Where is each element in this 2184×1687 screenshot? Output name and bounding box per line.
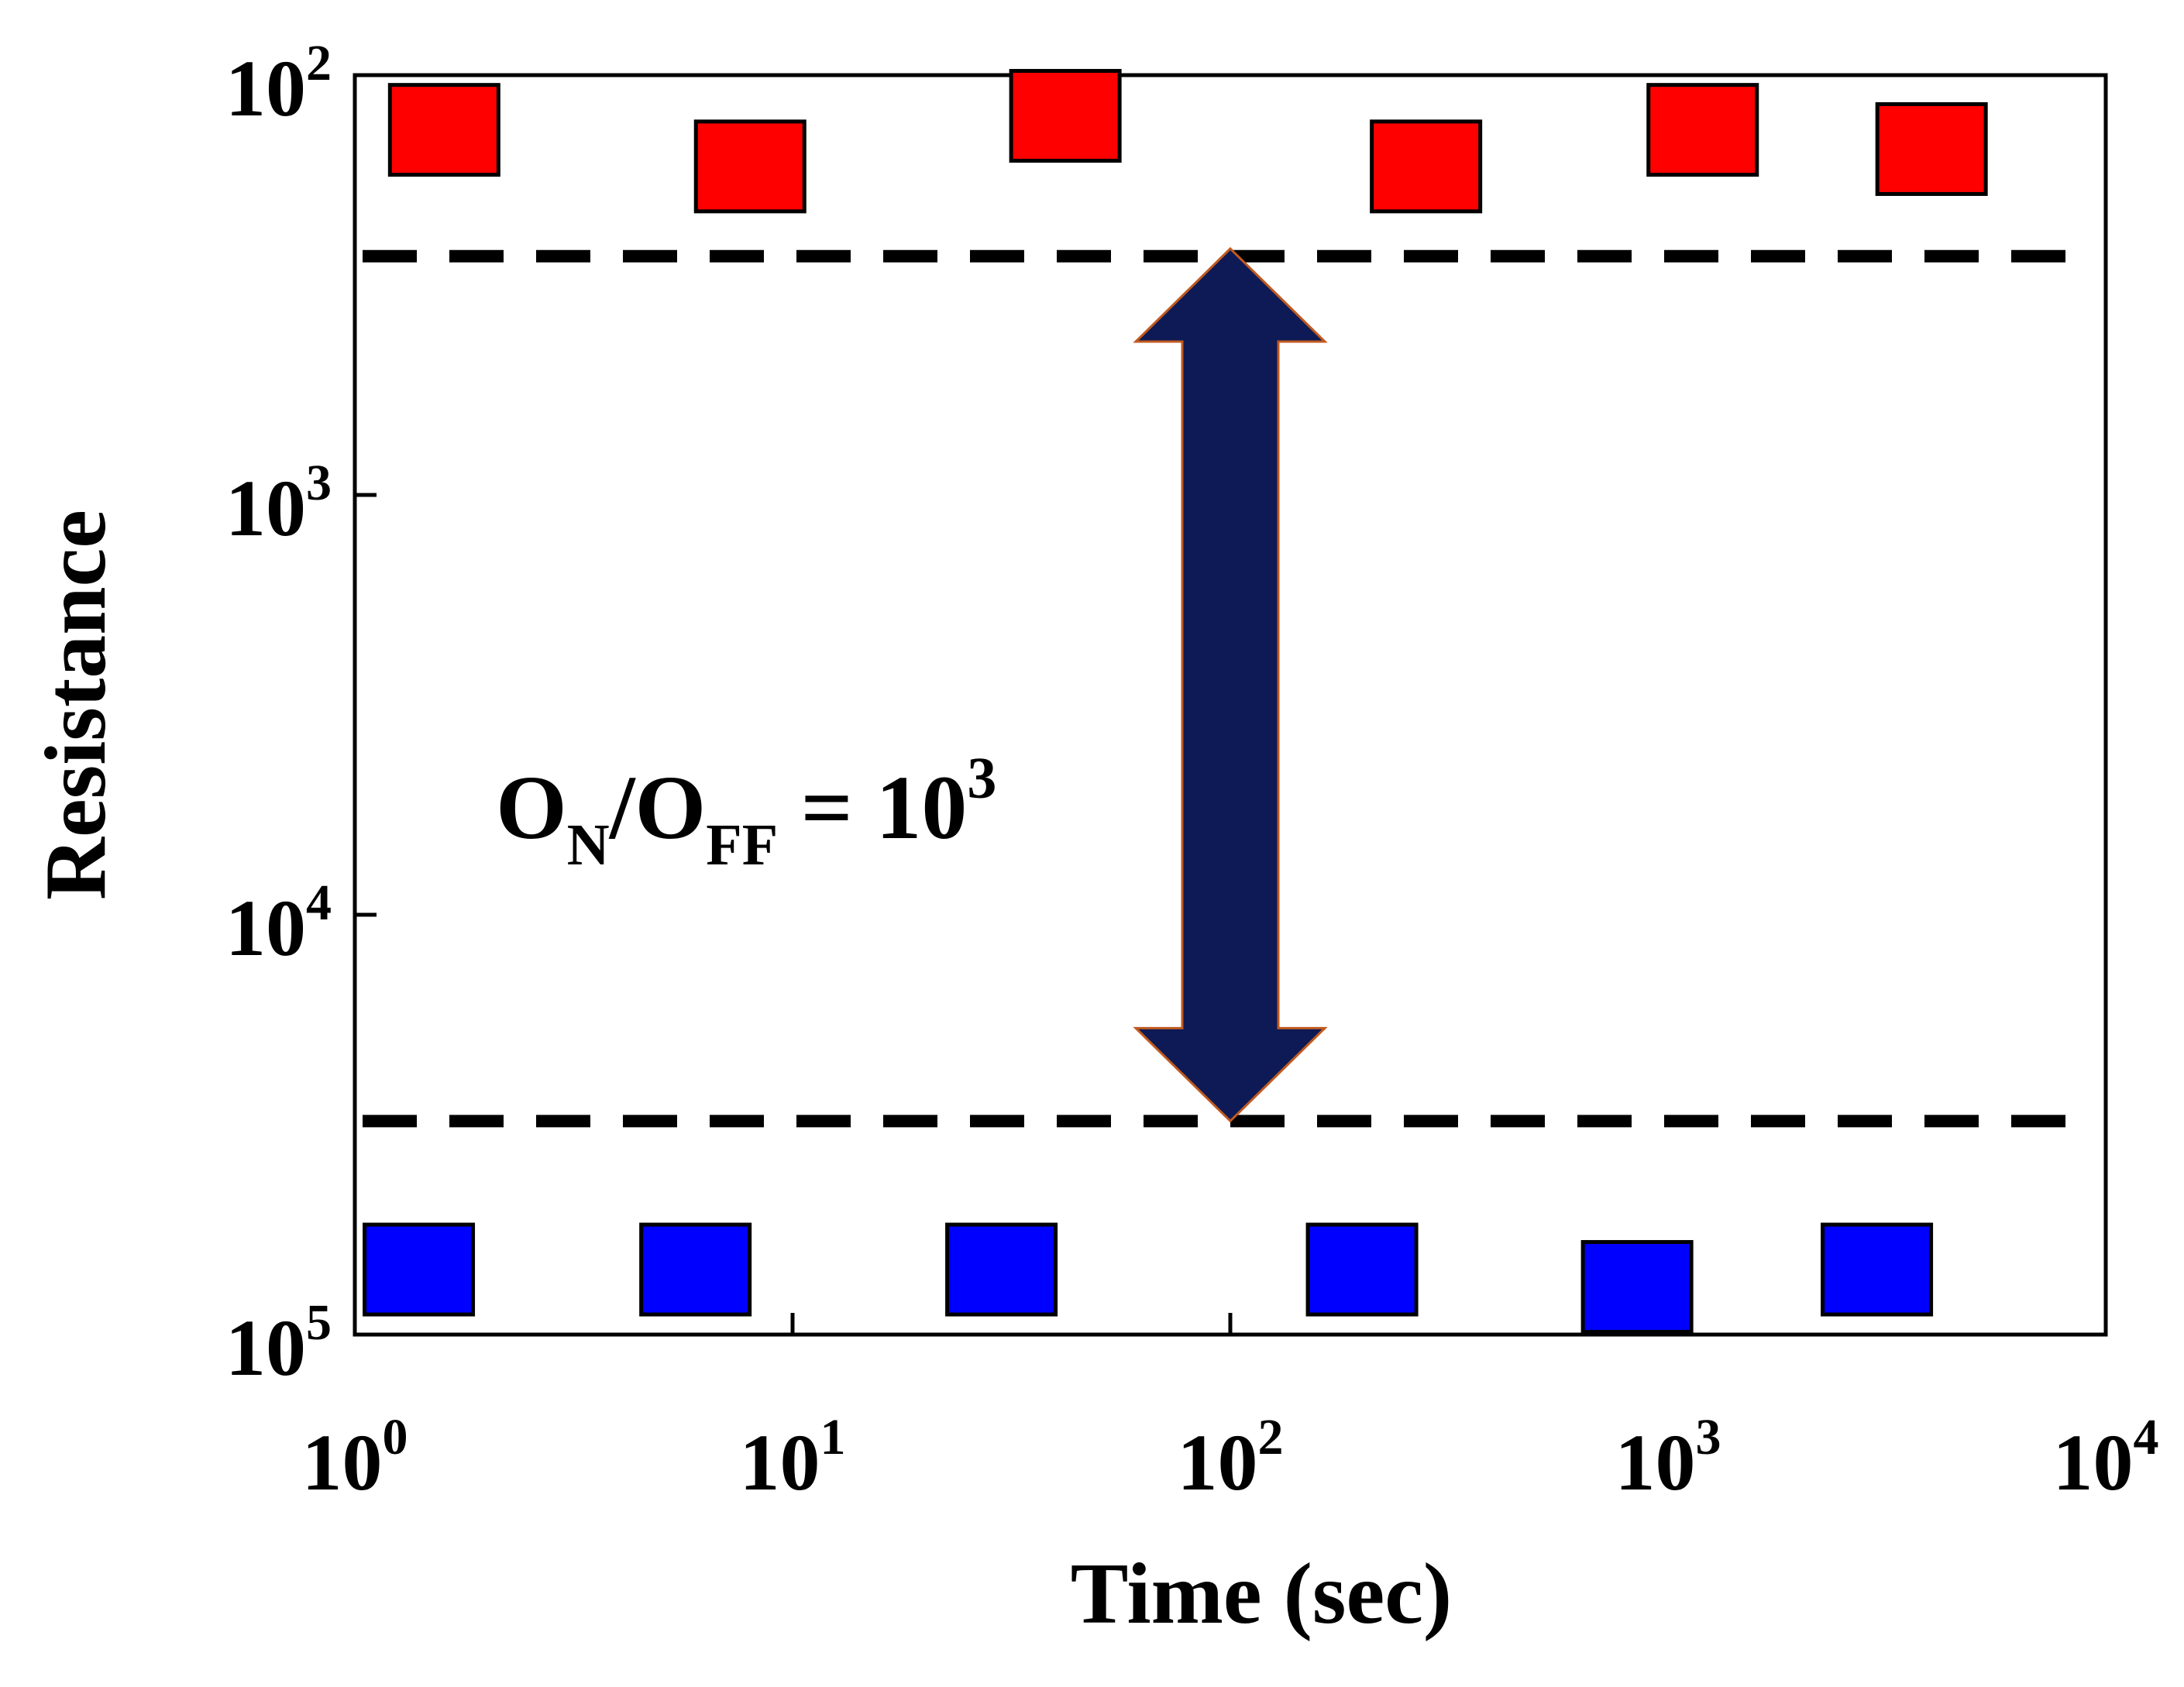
x-tick-base: 10 bbox=[1615, 1418, 1696, 1507]
on-state-point bbox=[1370, 119, 1483, 214]
ratio-label-normal: = 10 bbox=[778, 757, 967, 858]
x-tick-base: 10 bbox=[740, 1418, 820, 1507]
y-tick-label: 103 bbox=[225, 455, 332, 553]
off-state-point bbox=[363, 1222, 476, 1317]
x-axis-title: Time (sec) bbox=[1071, 1546, 1452, 1642]
x-tick-label: 104 bbox=[2053, 1409, 2159, 1507]
off-state-point bbox=[1580, 1239, 1694, 1334]
on-state-point bbox=[1875, 101, 1988, 196]
y-tick-label: 105 bbox=[225, 1294, 332, 1393]
y-tick-base: 10 bbox=[225, 464, 306, 553]
y-tick-base: 10 bbox=[225, 884, 306, 973]
x-tick-label: 103 bbox=[1615, 1409, 1721, 1507]
x-tick-label: 101 bbox=[740, 1409, 846, 1507]
ratio-label-normal: /O bbox=[608, 757, 707, 858]
y-tick-base: 10 bbox=[225, 44, 306, 133]
y-tick-exponent: 2 bbox=[306, 35, 332, 91]
x-tick-base: 10 bbox=[1178, 1418, 1258, 1507]
ratio-label-normal: O bbox=[496, 757, 567, 858]
x-tick-label: 102 bbox=[1178, 1409, 1284, 1507]
y-tick-exponent: 4 bbox=[306, 874, 332, 931]
y-tick-base: 10 bbox=[225, 1304, 306, 1393]
y-tick-label: 104 bbox=[225, 874, 332, 973]
x-tick-base: 10 bbox=[2053, 1418, 2134, 1507]
ratio-label-sub: N bbox=[567, 813, 610, 878]
x-tick-label: 100 bbox=[302, 1409, 408, 1507]
x-tick-exponent: 1 bbox=[820, 1409, 846, 1465]
on-state-point bbox=[387, 83, 500, 177]
on-state-point bbox=[1646, 83, 1759, 177]
y-axis-title: Resistance bbox=[28, 510, 124, 900]
x-tick-exponent: 0 bbox=[383, 1409, 408, 1465]
off-state-point bbox=[1305, 1222, 1419, 1317]
on-off-ratio-arrow bbox=[1133, 246, 1328, 1123]
x-tick-exponent: 3 bbox=[1696, 1409, 1721, 1465]
x-tick-base: 10 bbox=[302, 1418, 383, 1507]
x-tick-exponent: 4 bbox=[2134, 1409, 2159, 1465]
off-state-point bbox=[1821, 1222, 1934, 1317]
on-off-ratio-label: ON/OFF = 103 bbox=[496, 746, 996, 878]
ratio-label-sub: FF bbox=[706, 813, 778, 878]
y-tick-exponent: 5 bbox=[306, 1294, 332, 1351]
y-tick-exponent: 3 bbox=[306, 455, 332, 511]
on-state-point bbox=[1009, 69, 1122, 163]
off-state-point bbox=[945, 1222, 1058, 1317]
ratio-label-sup: 3 bbox=[967, 746, 996, 811]
x-tick-exponent: 2 bbox=[1258, 1409, 1284, 1465]
on-state-point bbox=[693, 119, 807, 214]
y-tick-label: 102 bbox=[225, 35, 332, 133]
off-state-point bbox=[639, 1222, 752, 1317]
